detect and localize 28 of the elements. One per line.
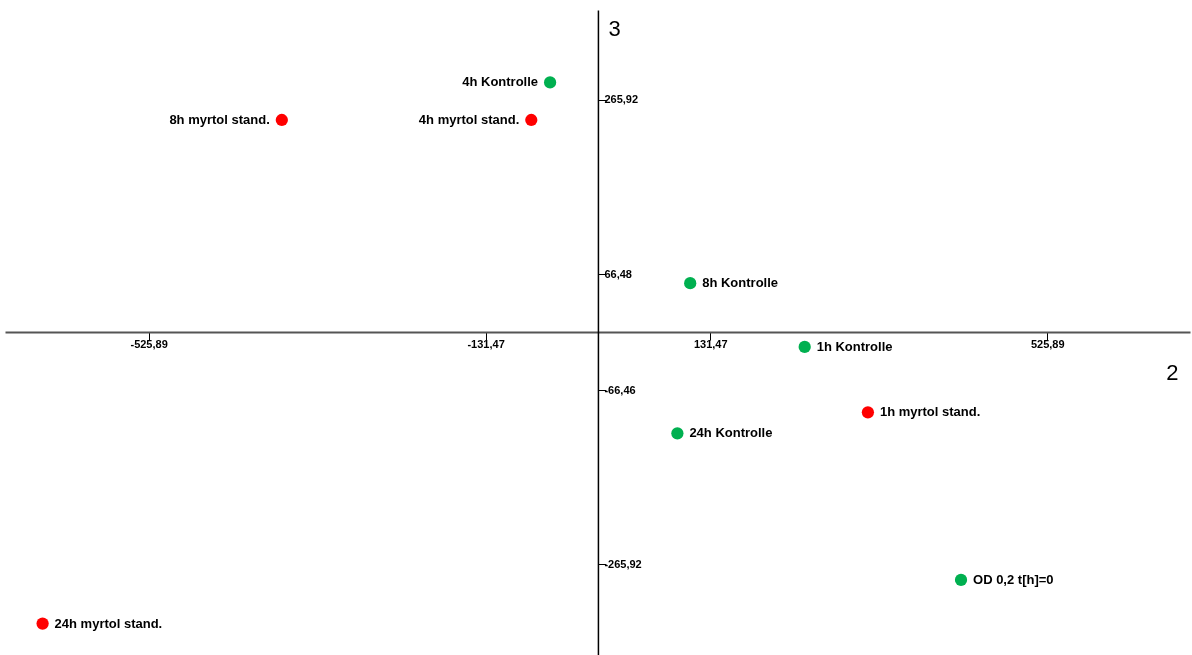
x-tick-label: -131,47 (467, 337, 505, 350)
y-tick-label: -265,92 (604, 557, 642, 570)
y-tick-label: 66,48 (604, 267, 632, 280)
annotation: 8h Kontrolle (702, 275, 779, 291)
point (525, 113, 538, 127)
x-tick-label: 131,47 (693, 337, 728, 350)
annotation: 24h myrtol stand. (54, 615, 163, 631)
point (671, 427, 684, 440)
y-tick-label: -66,46 (604, 383, 636, 396)
point (798, 340, 811, 354)
annotation: 4h Kontrolle (462, 74, 539, 90)
y-tick-label: 265,92 (604, 93, 639, 106)
point (275, 113, 288, 127)
annotation: 1h myrtol stand. (879, 404, 981, 420)
point (684, 277, 697, 290)
point (861, 406, 875, 419)
point (36, 617, 49, 630)
x-tick-label: -525,89 (130, 337, 168, 350)
annotation: 1h Kontrolle (816, 338, 893, 354)
point (543, 76, 557, 89)
annotation: OD 0,2 t[h]=0 (973, 571, 1054, 587)
point (954, 573, 968, 587)
x-tick-label: 525,89 (1030, 337, 1065, 350)
annotation: 4h myrtol stand. (418, 111, 520, 127)
x-axis-title: 2 (1166, 359, 1179, 385)
y-axis-title: 3 (608, 15, 621, 41)
annotation: 24h Kontrolle (689, 425, 773, 441)
annotation: 8h myrtol stand. (169, 111, 270, 127)
